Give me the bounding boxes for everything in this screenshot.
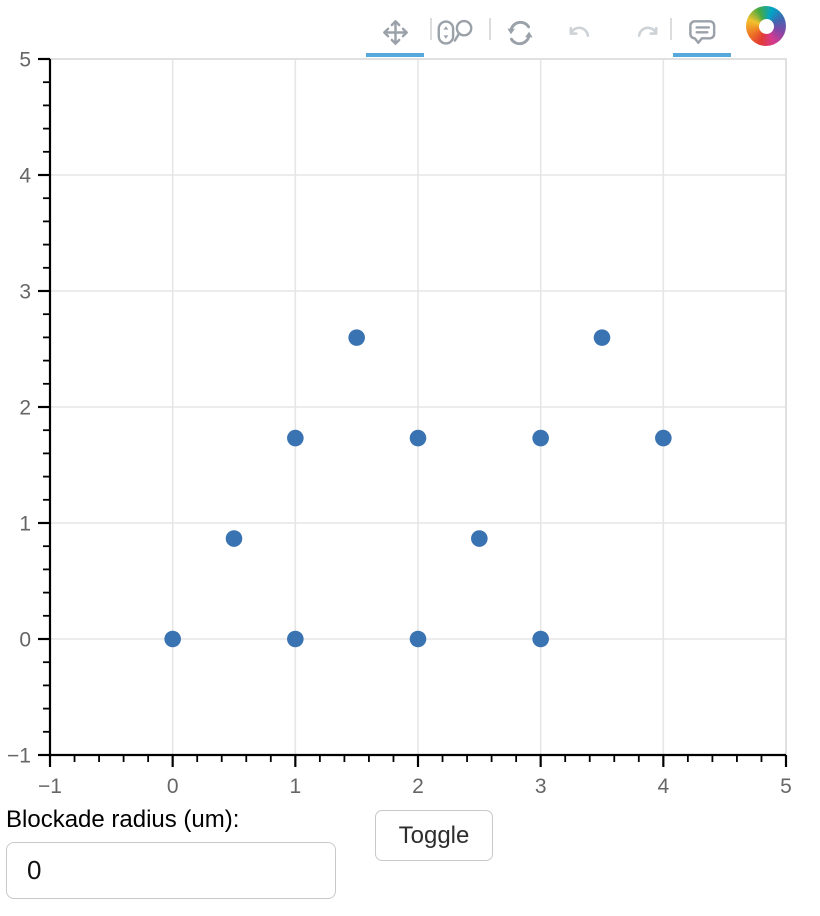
reset-tool-button[interactable] [490, 8, 550, 57]
pan-icon [382, 20, 408, 45]
blockade-radius-label: Blockade radius (um): [6, 806, 240, 833]
reset-icon [507, 20, 533, 45]
svg-text:5: 5 [19, 49, 31, 72]
redo-icon [637, 26, 658, 37]
svg-text:0: 0 [19, 629, 31, 652]
bokeh-logo-hole [758, 18, 774, 34]
pan-tool-button[interactable] [365, 8, 425, 57]
svg-text:3: 3 [19, 281, 31, 304]
svg-text:1: 1 [289, 775, 301, 798]
undo-icon [569, 26, 590, 37]
hover-tool-button[interactable] [672, 8, 732, 57]
bokeh-logo[interactable] [746, 6, 786, 46]
svg-text:2: 2 [412, 775, 424, 798]
active-tool-underline [366, 52, 424, 57]
wheel-zoom-tool-button[interactable] [425, 8, 485, 57]
svg-text:4: 4 [657, 775, 669, 798]
wheel-zoom-icon [437, 19, 473, 45]
scatter-plot-canvas[interactable]: −1 0 1 2 3 4 5 −1 0 1 2 3 4 5 [0, 0, 820, 800]
blockade-radius-input[interactable] [6, 842, 336, 899]
svg-text:0: 0 [167, 775, 179, 798]
undo-tool-button[interactable] [550, 8, 610, 57]
toolbar-separator [430, 18, 432, 40]
svg-text:3: 3 [535, 775, 547, 798]
svg-text:1: 1 [19, 513, 31, 536]
toggle-button[interactable]: Toggle [375, 810, 493, 861]
toolbar-separator [489, 18, 491, 40]
svg-text:5: 5 [780, 775, 792, 798]
active-tool-underline [673, 52, 731, 57]
svg-text:2: 2 [19, 397, 31, 420]
svg-text:4: 4 [19, 165, 31, 188]
svg-text:−1: −1 [7, 745, 31, 768]
hover-icon [688, 20, 715, 45]
plot-toolbar [0, 0, 820, 60]
toolbar-separator [670, 18, 672, 40]
svg-text:−1: −1 [38, 775, 62, 798]
redo-tool-button[interactable] [617, 8, 677, 57]
